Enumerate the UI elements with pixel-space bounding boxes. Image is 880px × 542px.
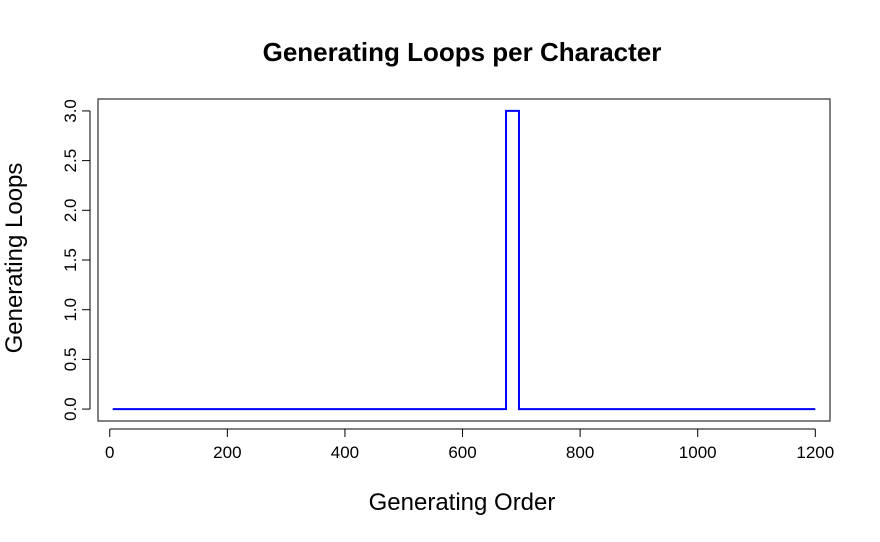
x-tick-label: 0 [105,443,114,462]
y-tick-label: 2.0 [61,198,80,222]
x-tick-label: 1200 [796,443,834,462]
plot-area-frame [97,98,831,422]
y-tick-label: 2.5 [61,149,80,173]
x-axis-label: Generating Order [369,489,556,516]
x-tick-label: 800 [566,443,594,462]
y-tick-label: 1.0 [61,298,80,322]
y-tick-label: 0.0 [61,397,80,421]
chart-title: Generating Loops per Character [263,37,662,67]
series-layer [112,109,816,411]
y-tick-label: 1.5 [61,248,80,272]
x-axis: 0 200 400 600 800 1000 1200 [105,428,834,462]
y-tick-label: 3.0 [61,99,80,123]
x-tick-label: 1000 [679,443,717,462]
x-tick-label: 200 [213,443,241,462]
y-axis: 0.0 0.5 1.0 1.5 2.0 2.5 3.0 [61,99,91,421]
y-axis-label: Generating Loops [1,163,28,354]
x-tick-label: 600 [448,443,476,462]
series-line [112,109,816,411]
x-tick-label: 400 [331,443,359,462]
y-tick-label: 0.5 [61,348,80,372]
